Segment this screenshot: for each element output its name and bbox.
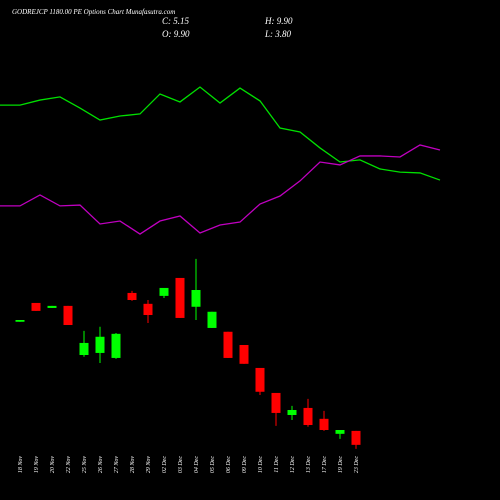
x-tick-label: 10 Dec [258, 456, 264, 473]
x-tick-label: 13 Dec [306, 456, 312, 473]
candle-body [143, 303, 153, 315]
candle-body [63, 305, 73, 325]
candle-body [159, 287, 169, 296]
x-tick-label: 25 Nov [82, 456, 88, 474]
candle-body [191, 290, 201, 307]
candle-body [239, 345, 249, 364]
x-tick-label: 09 Dec [242, 456, 248, 473]
x-tick-label: 19 Dec [338, 456, 344, 473]
candle-body [319, 418, 329, 430]
line-series [0, 144, 441, 235]
x-tick-label: 02 Dec [162, 456, 168, 473]
high-label: H: 9.90 [264, 16, 293, 26]
low-label: L: 3.80 [264, 29, 292, 39]
x-tick-label: 27 Nov [114, 456, 120, 474]
x-tick-label: 04 Dec [193, 456, 200, 473]
x-tick-label: 29 Nov [146, 456, 152, 474]
x-tick-label: 23 Dec [354, 456, 360, 473]
x-tick-label: 28 Nov [130, 456, 136, 474]
x-tick-label: 19 Nov [34, 456, 40, 474]
candle-body [79, 342, 89, 355]
open-label: O: 9.90 [162, 29, 190, 39]
candle-body [15, 320, 25, 322]
candle-body [127, 292, 137, 300]
x-tick-label: 03 Dec [178, 456, 184, 473]
candle-body [335, 430, 345, 434]
candle-body [303, 407, 313, 425]
candle-body [31, 302, 41, 311]
candle-body [175, 277, 185, 318]
x-tick-label: 11 Dec [274, 456, 280, 473]
chart-title: GODREJCP 1180.00 PE Options Chart Munafa… [12, 8, 175, 16]
candle-body [287, 410, 297, 415]
close-label: C: 5.15 [162, 16, 190, 26]
x-tick-label: 12 Dec [290, 456, 296, 473]
candle-body [255, 367, 265, 392]
candle-body [223, 331, 233, 358]
x-tick-label: 17 Dec [322, 456, 328, 473]
candle-body [351, 430, 361, 445]
candle-body [207, 311, 217, 328]
candle-body [111, 333, 121, 358]
x-tick-label: 26 Nov [98, 456, 104, 474]
line-series [0, 86, 441, 181]
x-tick-label: 05 Dec [210, 456, 216, 473]
candle-body [271, 392, 281, 413]
x-tick-label: 18 Nov [18, 456, 24, 474]
candle-body [95, 336, 105, 353]
x-tick-label: 20 Nov [50, 456, 56, 474]
candle-body [47, 305, 57, 308]
x-tick-label: 06 Dec [226, 456, 232, 473]
x-tick-label: 22 Nov [66, 456, 72, 474]
